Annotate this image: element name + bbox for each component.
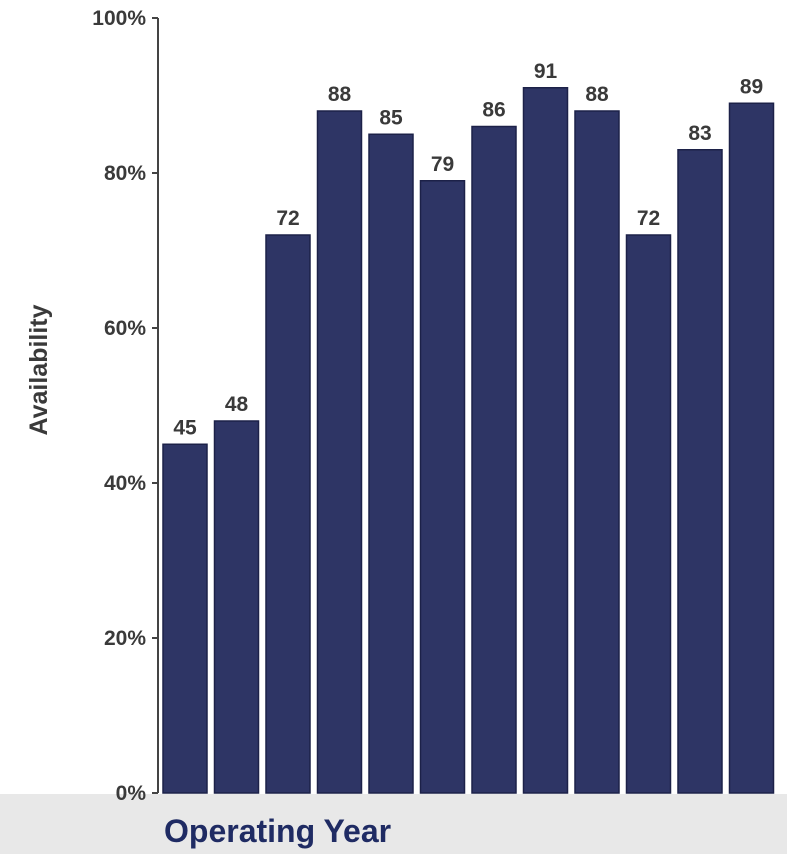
y-ticks-layer: 0% 20% 40% 60% 80% 100% — [92, 7, 158, 805]
y-tick-label-60: 60% — [104, 317, 146, 340]
data-label-6: 79 — [431, 153, 454, 176]
data-label-8: 91 — [534, 60, 558, 83]
y-tick-label-100: 100% — [92, 7, 146, 30]
bar-2 — [213, 420, 260, 794]
data-label-2: 48 — [225, 393, 249, 416]
bar-11 — [677, 149, 723, 794]
data-label-3: 72 — [276, 207, 299, 230]
data-label-1: 45 — [173, 416, 197, 439]
bar-4 — [316, 110, 363, 794]
y-tick-label-80: 80% — [104, 162, 146, 185]
bar-7 — [471, 125, 517, 794]
bar-3 — [265, 234, 311, 794]
bar-1 — [162, 443, 208, 794]
bar-5 — [368, 133, 414, 794]
data-label-10: 72 — [637, 207, 660, 230]
data-label-5: 85 — [379, 106, 403, 129]
bar-12 — [728, 102, 775, 794]
y-tick-label-40: 40% — [104, 472, 146, 495]
y-axis-label: Availability — [25, 304, 53, 435]
bars-layer — [162, 87, 775, 794]
bar-6 — [419, 180, 466, 794]
xlabel-band — [0, 794, 787, 854]
data-labels-layer: 45 48 72 88 85 79 86 91 88 72 83 89 — [173, 60, 763, 440]
data-label-7: 86 — [482, 99, 505, 122]
data-label-9: 88 — [585, 83, 609, 106]
bar-10 — [625, 234, 672, 794]
data-label-11: 83 — [688, 122, 711, 145]
y-tick-label-20: 20% — [104, 627, 146, 650]
data-label-12: 89 — [740, 75, 763, 98]
x-axis-label: Operating Year — [164, 813, 391, 849]
bar-8 — [522, 87, 569, 794]
y-tick-label-0: 0% — [116, 782, 147, 805]
data-label-4: 88 — [328, 83, 352, 106]
bar-9 — [574, 110, 620, 794]
